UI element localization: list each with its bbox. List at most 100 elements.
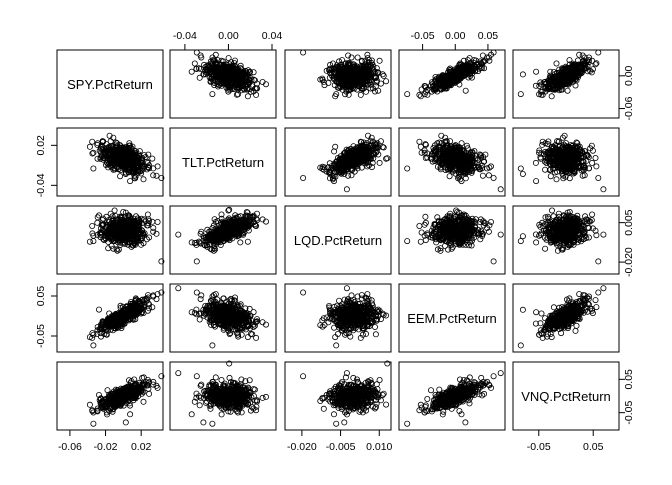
- data-point: [572, 82, 579, 89]
- data-point: [593, 163, 600, 170]
- data-point: [218, 72, 225, 79]
- data-point: [446, 173, 453, 180]
- data-point: [196, 74, 203, 81]
- data-point: [300, 174, 307, 181]
- data-point: [354, 54, 361, 61]
- data-point: [519, 170, 526, 177]
- data-point: [326, 65, 333, 72]
- data-point: [224, 69, 231, 76]
- data-point: [376, 57, 383, 64]
- data-point: [197, 66, 204, 73]
- diagonal-label-lqd: LQD.PctReturn: [294, 233, 382, 248]
- data-point: [215, 72, 222, 79]
- diagonal-label-tlt: TLT.PctReturn: [182, 155, 264, 170]
- data-point: [228, 82, 235, 89]
- data-point: [300, 49, 307, 56]
- data-point: [197, 52, 204, 59]
- data-point: [251, 77, 258, 84]
- data-point: [600, 186, 607, 193]
- data-point: [191, 60, 198, 67]
- data-point: [371, 88, 378, 95]
- data-point: [153, 172, 160, 179]
- data-point: [404, 91, 411, 98]
- data-point: [213, 68, 220, 75]
- data-point: [242, 77, 249, 84]
- data-point: [416, 91, 423, 98]
- data-point: [200, 71, 207, 78]
- data-point: [517, 91, 524, 98]
- data-point: [241, 70, 248, 77]
- data-point: [533, 68, 540, 75]
- data-point: [376, 159, 383, 166]
- data-point: [519, 71, 526, 78]
- data-point: [332, 93, 339, 100]
- data-point: [377, 80, 384, 87]
- data-point: [458, 140, 465, 147]
- data-point: [215, 82, 222, 89]
- data-point: [136, 148, 143, 155]
- data-point: [404, 165, 411, 172]
- data-point: [175, 231, 182, 238]
- data-point: [244, 93, 251, 100]
- data-point: [485, 172, 492, 179]
- data-point: [250, 76, 257, 83]
- data-point: [94, 219, 101, 226]
- data-point: [231, 57, 238, 64]
- diagonal-label-spy: SPY.PctReturn: [67, 77, 153, 92]
- data-point: [533, 178, 540, 185]
- data-point: [210, 63, 217, 70]
- data-point: [228, 79, 235, 86]
- data-point: [479, 172, 486, 179]
- data-point: [319, 75, 326, 82]
- data-point: [218, 57, 225, 64]
- data-point: [233, 91, 240, 98]
- data-point: [188, 68, 195, 75]
- data-point: [212, 51, 219, 58]
- data-point: [86, 238, 93, 245]
- data-point: [225, 86, 232, 93]
- data-point: [343, 186, 350, 193]
- data-point: [216, 76, 223, 83]
- data-point: [380, 72, 387, 79]
- data-point: [576, 51, 583, 58]
- data-point: [479, 52, 486, 59]
- data-point: [211, 82, 218, 89]
- data-point: [592, 154, 599, 161]
- data-point: [497, 231, 504, 238]
- data-point: [149, 155, 156, 162]
- data-point: [243, 70, 250, 77]
- data-point: [244, 238, 251, 245]
- data-point: [238, 77, 245, 84]
- data-point: [247, 88, 254, 95]
- data-point: [154, 163, 161, 170]
- data-point: [367, 85, 374, 92]
- data-point: [490, 174, 497, 181]
- data-point: [348, 54, 355, 61]
- data-point: [548, 93, 555, 100]
- data-point: [253, 80, 260, 87]
- data-point: [462, 87, 469, 94]
- data-point: [239, 83, 246, 90]
- data-point: [231, 74, 238, 81]
- data-point: [227, 59, 234, 66]
- data-point: [209, 91, 216, 98]
- data-point: [237, 62, 244, 69]
- data-point: [321, 82, 328, 89]
- data-point: [89, 222, 96, 229]
- data-point: [193, 49, 200, 56]
- data-point: [117, 173, 124, 180]
- data-point: [365, 70, 372, 77]
- data-point: [364, 51, 371, 58]
- data-point: [90, 165, 97, 172]
- data-point: [207, 78, 214, 85]
- data-point: [237, 239, 244, 246]
- data-point: [250, 69, 257, 76]
- data-point: [253, 91, 260, 98]
- data-point: [357, 91, 364, 98]
- data-point: [210, 78, 217, 85]
- data-point: [239, 68, 246, 75]
- data-point: [107, 138, 114, 145]
- data-point: [564, 87, 571, 94]
- data-point: [416, 138, 423, 145]
